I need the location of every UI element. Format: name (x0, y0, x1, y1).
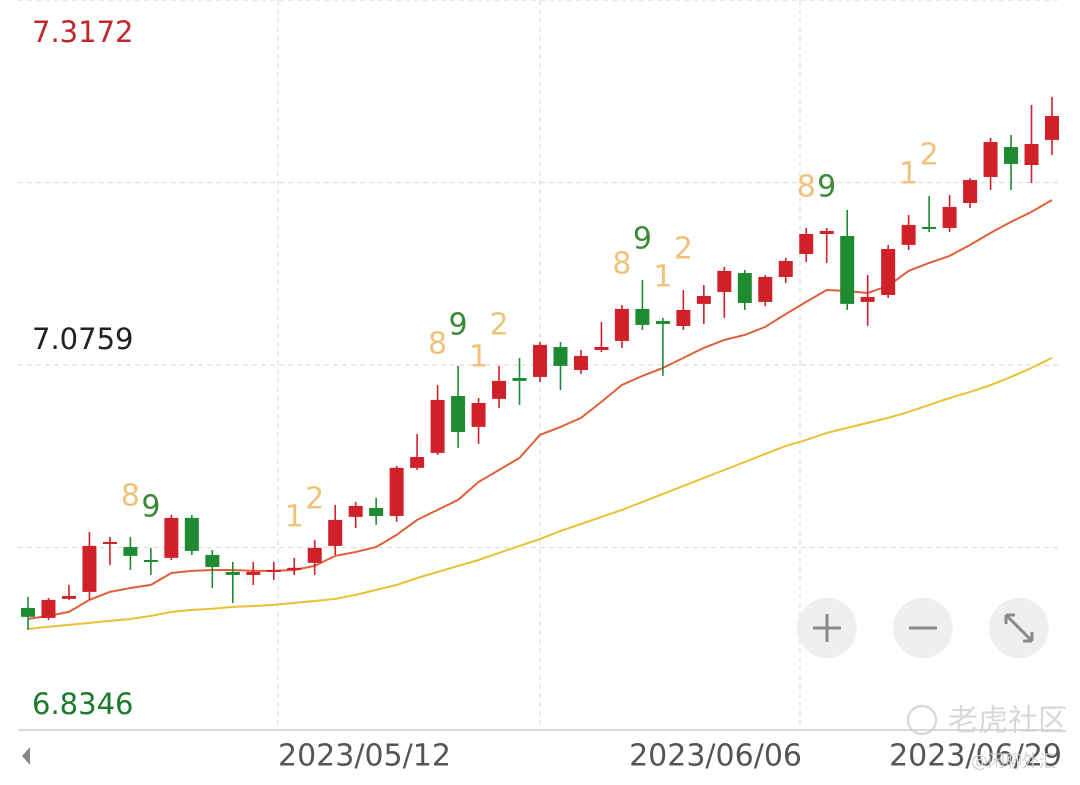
sequence-label: 8 (121, 478, 140, 513)
sequence-label: 9 (141, 489, 160, 524)
candle-body (225, 571, 240, 575)
moving-average-line (27, 357, 1053, 630)
y-tick-label: 7.3172 (32, 15, 133, 49)
x-tick-label: 2023/05/12 (278, 739, 451, 774)
y-tick-label: 7.0759 (32, 322, 133, 356)
candle-body (410, 456, 425, 468)
sequence-label: 1 (469, 339, 488, 374)
candle-body (389, 467, 404, 516)
candle-body (696, 296, 711, 304)
candle-body (246, 571, 261, 575)
candle-body (61, 595, 76, 599)
candle-body (573, 355, 588, 370)
candle-body (102, 541, 117, 544)
candle-body (799, 234, 814, 254)
fullscreen-icon (1004, 613, 1034, 643)
zoom-in-icon (813, 614, 841, 642)
candle-body (21, 607, 35, 617)
candle-body (143, 559, 158, 562)
candle-body (266, 569, 281, 572)
candle-body (819, 230, 834, 235)
candle-body (737, 273, 752, 303)
candle-body (676, 309, 691, 326)
watermark: 老虎社区 (948, 704, 1068, 739)
sequence-label: 2 (920, 138, 939, 173)
sequence-label: 2 (489, 307, 508, 342)
candle-body (533, 344, 547, 377)
scroll-left-arrow[interactable] (22, 747, 30, 765)
sequence-label: 1 (653, 259, 672, 294)
sequence-label: 1 (285, 499, 304, 534)
sequence-label: 8 (428, 326, 447, 361)
candle-body (901, 224, 916, 245)
sequence-label: 8 (612, 246, 631, 281)
candle-body (492, 380, 507, 399)
candle-body (1045, 116, 1059, 140)
candle-body (184, 517, 199, 551)
candle-body (348, 505, 363, 517)
candle-body (594, 346, 609, 351)
sequence-label: 2 (305, 481, 324, 516)
sequence-label: 8 (797, 169, 816, 204)
sequence-label: 1 (899, 156, 918, 191)
candle-body (635, 308, 650, 325)
candle-body (307, 547, 322, 563)
candle-body (942, 206, 957, 228)
candle-body (717, 270, 732, 292)
candle-body (123, 546, 138, 556)
candle-body (983, 142, 998, 177)
candle-body (922, 226, 937, 230)
x-tick-label: 2023/06/29 (889, 739, 1062, 774)
candle-body (41, 599, 56, 618)
sequence-label: 9 (449, 307, 468, 342)
candle-body (553, 346, 568, 366)
candle-body (471, 402, 486, 427)
candle-body (860, 296, 875, 302)
sequence-label: 9 (633, 221, 652, 256)
candle-body (614, 308, 629, 341)
sequence-label: 2 (674, 231, 693, 266)
candle-body (205, 554, 220, 567)
x-tick-label: 2023/06/06 (629, 739, 802, 774)
watermark-sub: @闲聊外汇 (971, 752, 1056, 772)
sequence-label: 9 (817, 169, 836, 204)
candle-body (164, 517, 179, 558)
candle-body (758, 276, 773, 302)
candle-body (430, 399, 445, 453)
candle-body (369, 507, 384, 516)
candle-body (451, 396, 466, 433)
candle-body (778, 260, 793, 277)
candle-body (287, 567, 302, 570)
candle-body (1024, 144, 1039, 166)
candle-body (963, 180, 978, 203)
candle-body (328, 519, 343, 546)
candle-body (881, 248, 896, 295)
candle-body (655, 320, 670, 325)
y-tick-label: 6.8346 (32, 687, 133, 721)
candle-body (512, 378, 527, 381)
watermark-logo (906, 704, 938, 736)
candle-body (82, 545, 97, 592)
candle-body (1004, 147, 1019, 164)
candle-body (840, 235, 855, 304)
